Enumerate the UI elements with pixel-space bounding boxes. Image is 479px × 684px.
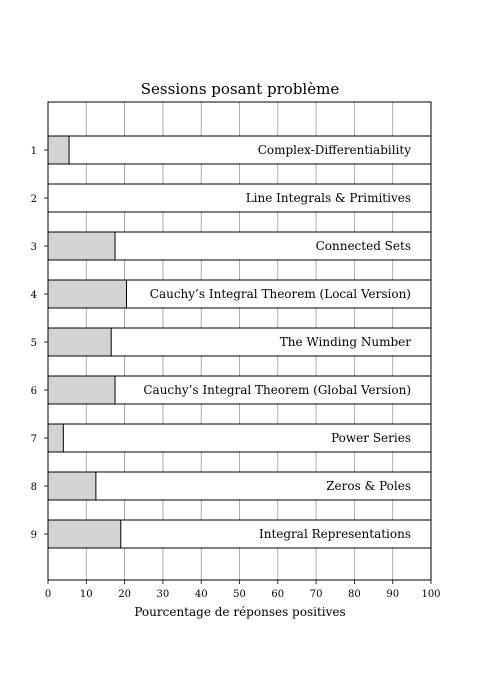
bar <box>47 279 128 309</box>
y-axis: 1 2 3 4 5 6 7 8 9 <box>31 146 48 541</box>
x-tick-label: 60 <box>271 589 284 600</box>
bar-label: Power Series <box>331 431 411 445</box>
bars-group: Complex-Differentiability Line Integrals … <box>47 135 432 549</box>
bar-label: Cauchy’s Integral Theorem (Global Versio… <box>143 383 411 397</box>
bar <box>47 135 70 165</box>
y-tick-label: 1 <box>31 146 37 157</box>
bar-label: Complex-Differentiability <box>258 143 412 157</box>
y-tick-label: 6 <box>31 386 37 397</box>
bar-label: Cauchy’s Integral Theorem (Local Version… <box>150 287 411 301</box>
bar-label: Zeros & Poles <box>326 479 411 493</box>
bar-background <box>47 471 432 501</box>
x-tick-label: 30 <box>157 589 170 600</box>
x-tick-label: 20 <box>118 589 131 600</box>
x-tick-label: 40 <box>195 589 208 600</box>
bar-background <box>47 423 432 453</box>
bar <box>47 375 116 405</box>
y-tick-label: 8 <box>31 482 37 493</box>
y-tick-label: 5 <box>31 338 37 349</box>
x-tick-label: 90 <box>386 589 399 600</box>
y-tick-label: 9 <box>31 530 37 541</box>
y-tick-label: 7 <box>31 434 37 445</box>
x-tick-label: 50 <box>233 589 246 600</box>
x-tick-label: 80 <box>348 589 361 600</box>
y-tick-label: 3 <box>31 242 37 253</box>
bar-label: Connected Sets <box>316 239 411 253</box>
y-tick-label: 2 <box>31 194 37 205</box>
bar-label: The Winding Number <box>280 335 411 349</box>
x-tick-label: 0 <box>45 589 51 600</box>
x-axis: 0 10 20 30 40 50 60 70 80 90 100 <box>45 580 441 600</box>
x-tick-label: 100 <box>421 589 440 600</box>
x-tick-label: 70 <box>310 589 323 600</box>
bar <box>47 231 116 261</box>
chart-title: Sessions posant problème <box>141 80 340 98</box>
bar <box>47 423 64 453</box>
bar <box>47 519 122 549</box>
bar <box>47 327 112 357</box>
bar-label: Line Integrals & Primitives <box>246 191 411 205</box>
bar-label: Integral Representations <box>259 527 411 541</box>
bar-background <box>47 327 432 357</box>
x-tick-label: 10 <box>80 589 93 600</box>
bar <box>47 471 97 501</box>
x-axis-label: Pourcentage de réponses positives <box>134 605 345 619</box>
y-tick-label: 4 <box>31 290 37 301</box>
